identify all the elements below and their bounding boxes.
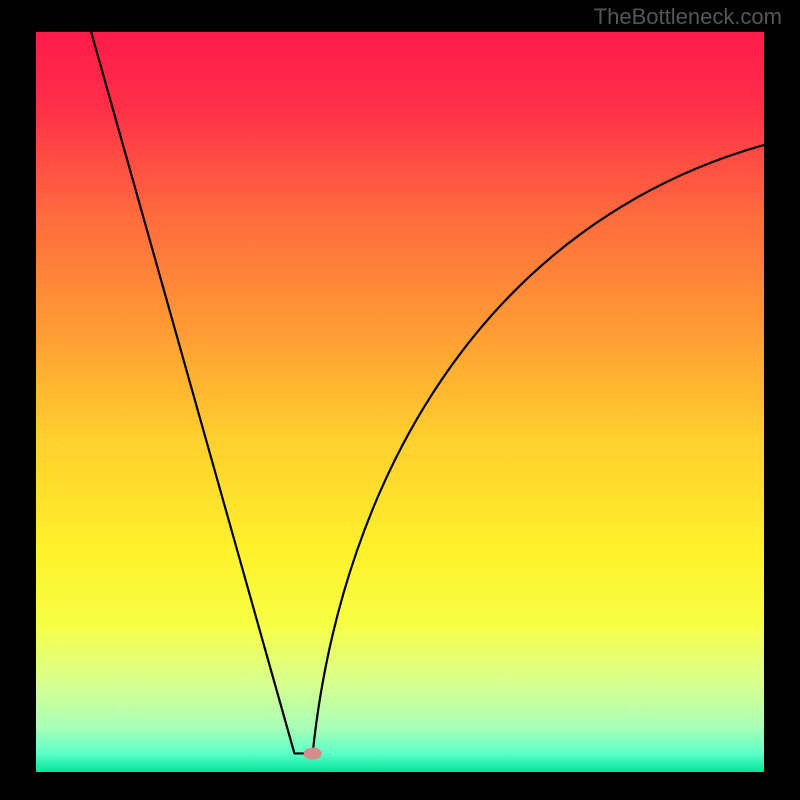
top-strip: [36, 30, 764, 32]
watermark-text: TheBottleneck.com: [594, 4, 782, 30]
optimum-marker: [304, 747, 322, 759]
chart-gradient-bg: [36, 30, 764, 772]
chart-svg: [0, 0, 800, 800]
chart-stage: TheBottleneck.com: [0, 0, 800, 800]
